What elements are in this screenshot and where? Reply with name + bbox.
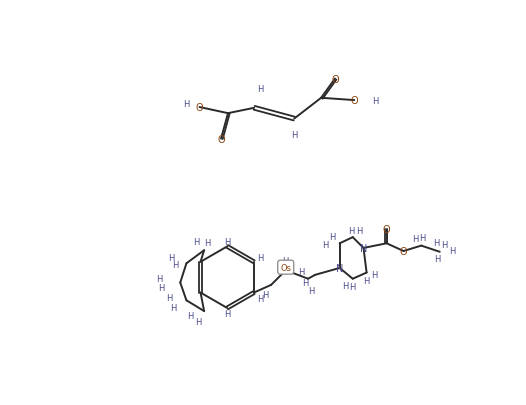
Text: H: H <box>224 238 230 247</box>
Text: H: H <box>170 304 177 313</box>
Text: H: H <box>348 226 355 235</box>
Text: H: H <box>371 271 378 280</box>
Text: H: H <box>166 294 173 303</box>
Text: H: H <box>193 238 199 247</box>
Text: H: H <box>363 276 370 285</box>
Text: H: H <box>187 311 194 320</box>
Text: Os: Os <box>280 263 291 272</box>
Text: H: H <box>434 255 441 264</box>
Text: O: O <box>383 224 390 234</box>
Text: H: H <box>158 284 164 293</box>
Text: H: H <box>308 286 315 295</box>
Text: H: H <box>372 96 378 105</box>
Text: H: H <box>449 246 455 255</box>
Text: H: H <box>257 85 264 94</box>
Text: H: H <box>441 240 448 249</box>
Text: H: H <box>356 226 362 235</box>
Text: O: O <box>350 96 358 106</box>
Text: H: H <box>257 294 264 303</box>
Text: H: H <box>329 232 335 241</box>
Text: N: N <box>336 263 343 273</box>
Text: H: H <box>169 253 175 262</box>
Text: H: H <box>195 318 201 326</box>
Text: O: O <box>217 134 225 144</box>
Text: H: H <box>350 282 356 291</box>
Text: H: H <box>433 239 439 247</box>
Text: H: H <box>412 234 418 243</box>
Text: H: H <box>171 261 178 270</box>
Text: O: O <box>196 103 204 113</box>
Text: O: O <box>331 75 339 84</box>
Text: H: H <box>224 309 230 318</box>
Text: H: H <box>282 256 289 265</box>
Text: H: H <box>204 239 210 247</box>
Text: H: H <box>291 131 297 140</box>
Text: H: H <box>420 234 426 243</box>
Text: H: H <box>183 100 189 109</box>
Text: H: H <box>257 253 264 262</box>
Text: H: H <box>302 278 309 288</box>
Text: H: H <box>298 267 305 276</box>
Text: O: O <box>400 246 407 256</box>
Text: N: N <box>360 243 367 253</box>
Text: H: H <box>322 241 329 250</box>
Text: H: H <box>156 275 163 284</box>
Text: H: H <box>262 290 269 299</box>
Text: H: H <box>342 281 348 290</box>
